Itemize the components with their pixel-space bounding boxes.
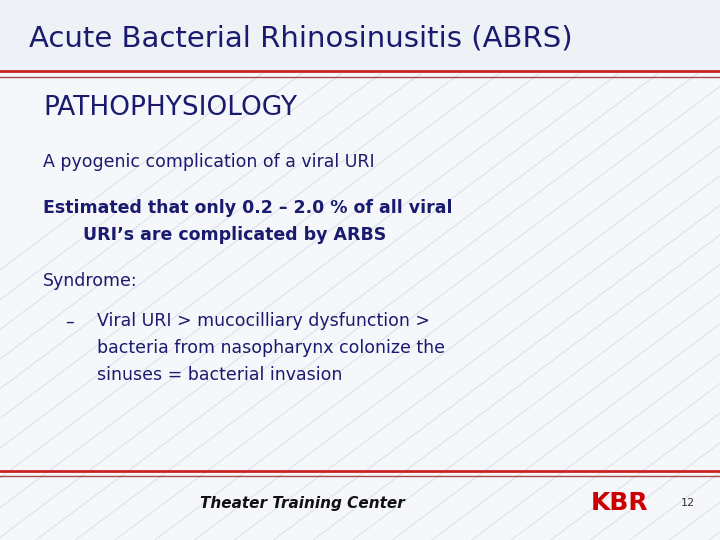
Text: Acute Bacterial Rhinosinusitis (ABRS): Acute Bacterial Rhinosinusitis (ABRS) [29,25,572,53]
Text: Theater Training Center: Theater Training Center [200,496,405,511]
Text: sinuses = bacterial invasion: sinuses = bacterial invasion [97,366,343,384]
Text: PATHOPHYSIOLOGY: PATHOPHYSIOLOGY [43,95,297,121]
Text: Estimated that only 0.2 – 2.0 % of all viral: Estimated that only 0.2 – 2.0 % of all v… [43,199,453,217]
Text: URI’s are complicated by ARBS: URI’s are complicated by ARBS [83,226,386,244]
Text: KBR: KBR [590,491,648,515]
Text: Viral URI > mucocilliary dysfunction >: Viral URI > mucocilliary dysfunction > [97,312,431,330]
Text: A pyogenic complication of a viral URI: A pyogenic complication of a viral URI [43,153,375,171]
FancyBboxPatch shape [0,0,720,73]
Text: 12: 12 [680,498,695,508]
Text: bacteria from nasopharynx colonize the: bacteria from nasopharynx colonize the [97,339,445,357]
Text: –: – [65,312,73,330]
Text: Syndrome:: Syndrome: [43,272,138,290]
